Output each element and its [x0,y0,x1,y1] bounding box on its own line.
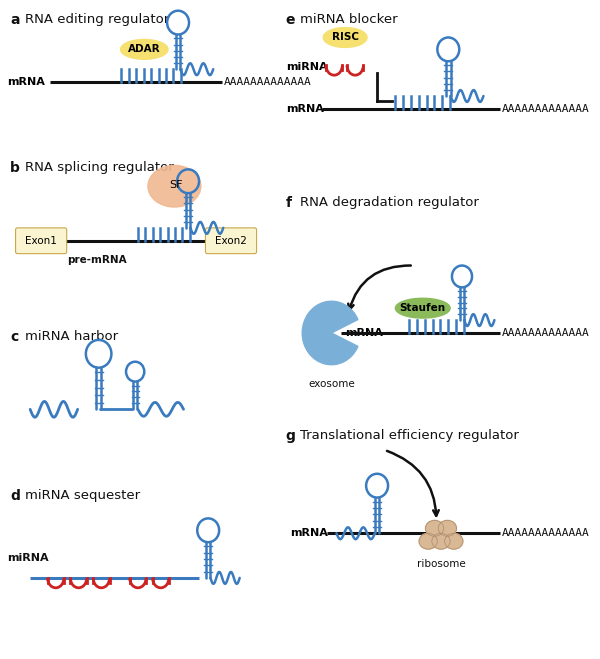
Ellipse shape [445,533,463,549]
Text: mRNA: mRNA [345,328,383,338]
Wedge shape [302,301,358,364]
Ellipse shape [425,521,444,536]
Text: RISC: RISC [332,32,359,42]
Text: f: f [286,196,292,210]
Text: ribosome: ribosome [416,559,466,569]
Text: AAAAAAAAAAAAA: AAAAAAAAAAAAA [502,104,590,114]
Text: miRNA: miRNA [7,553,49,563]
Text: Translational efficiency regulator: Translational efficiency regulator [301,429,519,442]
Text: AAAAAAAAAAAAA: AAAAAAAAAAAAA [224,77,311,87]
Text: exosome: exosome [308,378,355,389]
Text: e: e [286,13,295,27]
Text: Exon2: Exon2 [215,236,247,246]
Text: b: b [10,161,20,175]
Text: miRNA harbor: miRNA harbor [25,330,118,343]
Text: g: g [286,429,296,443]
Text: RNA editing regulator: RNA editing regulator [25,13,169,26]
FancyBboxPatch shape [16,228,67,254]
Ellipse shape [438,521,457,536]
Text: miRNA: miRNA [286,62,328,72]
Text: mRNA: mRNA [286,104,323,114]
FancyBboxPatch shape [205,228,257,254]
Text: a: a [10,13,20,27]
Text: AAAAAAAAAAAAA: AAAAAAAAAAAAA [502,529,590,538]
Text: pre-mRNA: pre-mRNA [67,254,127,265]
Text: d: d [10,488,20,503]
Ellipse shape [148,165,201,207]
Ellipse shape [395,299,450,318]
Ellipse shape [323,28,367,47]
Ellipse shape [419,533,437,549]
Text: miRNA sequester: miRNA sequester [25,488,140,501]
Text: RNA splicing regulator: RNA splicing regulator [25,161,173,175]
Text: mRNA: mRNA [7,77,45,87]
Text: mRNA: mRNA [290,529,328,538]
Ellipse shape [121,40,168,59]
Text: SF: SF [169,180,182,190]
Text: RNA degradation regulator: RNA degradation regulator [301,196,479,209]
Text: miRNA blocker: miRNA blocker [301,13,398,26]
Text: AAAAAAAAAAAAA: AAAAAAAAAAAAA [502,328,590,338]
Text: c: c [10,330,19,344]
Text: Exon1: Exon1 [25,236,57,246]
Text: ADAR: ADAR [128,44,161,55]
Ellipse shape [432,533,450,549]
Text: Staufen: Staufen [400,303,446,313]
